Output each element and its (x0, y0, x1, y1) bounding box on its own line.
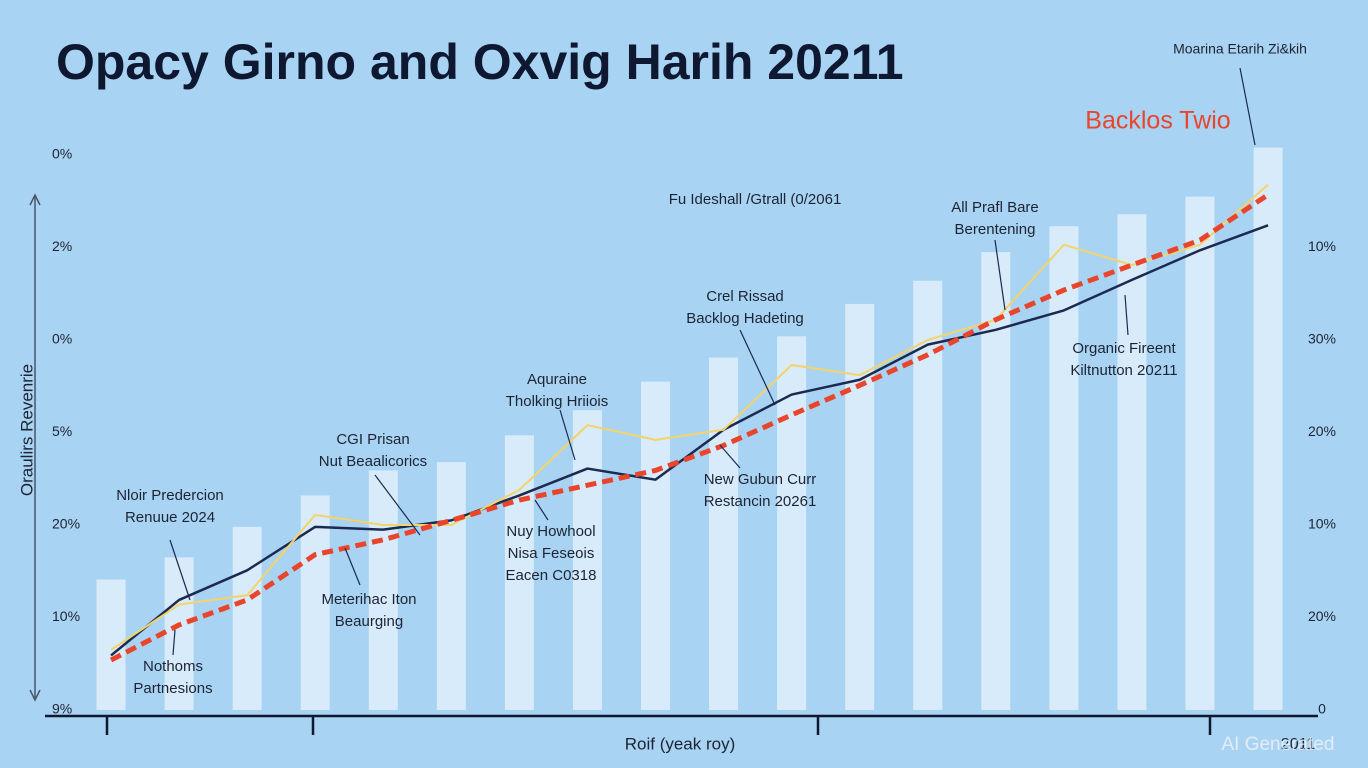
annotation: Nloir Predercion (116, 487, 224, 504)
bar (1117, 214, 1147, 710)
pointer (1124, 294, 1129, 336)
y-tick-label: 9% (52, 701, 72, 717)
line-series (110, 224, 1269, 657)
pointer (169, 539, 191, 601)
watermark: AI Generated (1221, 734, 1334, 755)
pointer (172, 629, 176, 656)
bar (1049, 226, 1079, 710)
bar (572, 410, 602, 710)
y-axis-label: Oraulirs Revenrie (17, 364, 36, 496)
bar (96, 579, 126, 710)
annotation: Renuue 2024 (125, 509, 215, 526)
y2-tick-label: 30% (1308, 331, 1336, 347)
y-tick-label: 0% (52, 146, 72, 162)
pointer (719, 444, 741, 469)
annotation: Restancin 20261 (704, 493, 817, 510)
bar (641, 381, 671, 710)
bar (1253, 147, 1283, 711)
bar (709, 357, 739, 710)
annotation: Aquraine (527, 371, 587, 388)
bar (300, 495, 330, 710)
bar (845, 303, 875, 710)
y2-tick-label: 10% (1308, 516, 1336, 532)
annotation: Eacen C0318 (506, 567, 597, 584)
corner-note: Moarina Etarih Zi&kih (1173, 41, 1307, 57)
pointer (534, 499, 549, 521)
bar (981, 252, 1011, 710)
x-end-label: 2011 (1281, 736, 1316, 753)
bar (368, 470, 398, 710)
x-axis-label: Roif (yeak roy) (625, 734, 736, 753)
pointer (1239, 67, 1256, 146)
y-tick-label: 5% (52, 423, 72, 439)
annotation: Partnesions (133, 680, 212, 697)
annotation: Nothoms (143, 658, 203, 675)
annotation: Berentening (955, 221, 1036, 238)
annotation: Nut Beaalicorics (319, 453, 427, 470)
legend-label: Backlos Twio (1085, 107, 1230, 135)
bar (164, 557, 194, 710)
bar (232, 526, 262, 710)
annotation: Nuy Howhool (506, 523, 595, 540)
annotation: Nisa Feseois (508, 545, 595, 562)
y2-tick-label: 0 (1318, 701, 1326, 717)
pointer (994, 239, 1006, 311)
y-tick-label: 20% (52, 516, 80, 532)
annotation: Organic Fireent (1072, 340, 1176, 357)
annotation: Meterihac Iton (321, 591, 416, 608)
y2-tick-label: 20% (1308, 608, 1336, 624)
line-series (109, 192, 1270, 663)
annotation: Kiltnutton 20211 (1070, 362, 1177, 379)
annotation: Tholking Hriiois (506, 393, 609, 410)
annotation: Backlog Hadeting (686, 310, 804, 327)
annotation: New Gubun Curr (704, 471, 817, 488)
pointer (344, 547, 361, 586)
annotation: All Prafl Bare (951, 199, 1039, 216)
subtitle: Fu Ideshall /Gtrall (0/2061 (669, 191, 842, 208)
y2-tick-label: 10% (1308, 238, 1336, 254)
bar (1185, 196, 1215, 710)
chart-title: Opacy Girno and Oxvig Harih 20211 (56, 34, 904, 90)
pointer (739, 329, 776, 406)
y2-tick-label: 20% (1308, 423, 1336, 439)
pointer (559, 409, 576, 461)
line-series (110, 183, 1269, 651)
annotation: CGI Prisan (336, 431, 409, 448)
y-tick-label: 10% (52, 608, 80, 624)
y-arrow (29, 193, 41, 702)
y-tick-label: 2% (52, 238, 72, 254)
x-axis (45, 714, 1318, 735)
annotation: Crel Rissad (706, 288, 784, 305)
pointer (374, 474, 421, 536)
bar (436, 462, 466, 710)
y-tick-label: 0% (52, 331, 72, 347)
annotation: Beaurging (335, 613, 403, 630)
